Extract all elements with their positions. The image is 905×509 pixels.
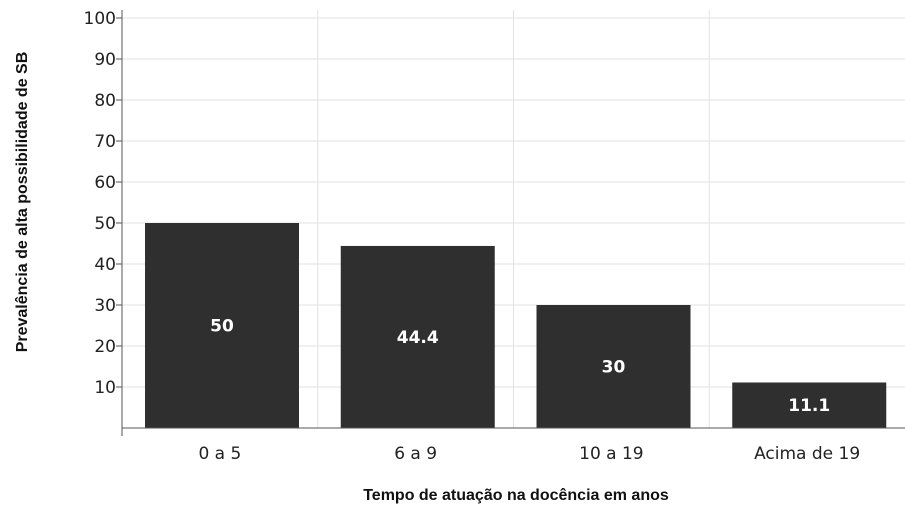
y-axis-title: Prevalência de alta possibilidade de SB (14, 52, 31, 353)
y-tick-label: 20 (94, 337, 116, 357)
x-tick-label: 10 a 19 (579, 444, 644, 464)
y-tick-label: 90 (94, 50, 116, 70)
x-axis-title: Tempo de atuação na docência em anos (363, 487, 669, 504)
bar (536, 305, 691, 428)
x-tick-labels: 0 a 5 6 a 9 10 a 19 Acima de 19 (198, 444, 860, 464)
y-tick-label: 40 (94, 255, 116, 275)
axes (116, 10, 905, 436)
y-tick-label: 70 (94, 132, 116, 152)
x-tick-label: 0 a 5 (198, 444, 241, 464)
x-tick-label: 6 a 9 (394, 444, 437, 464)
y-tick-label: 50 (94, 214, 116, 234)
bars: 50 44.4 30 11.1 (145, 223, 887, 428)
y-tick-label: 10 (94, 378, 116, 398)
y-tick-label: 80 (94, 91, 116, 111)
y-tick-labels: 10 20 30 40 50 60 70 80 90 100 (84, 9, 116, 398)
bar (145, 223, 299, 428)
bar (732, 382, 887, 428)
bar-value-label: 50 (210, 317, 234, 337)
y-tick-label: 100 (84, 9, 116, 29)
y-tick-label: 30 (94, 296, 116, 316)
bar-value-label: 11.1 (788, 396, 830, 416)
bar-value-label: 44.4 (397, 328, 439, 348)
bar (340, 245, 495, 428)
bar-value-label: 30 (602, 358, 626, 378)
y-tick-label: 60 (94, 173, 116, 193)
x-tick-label: Acima de 19 (754, 444, 860, 464)
